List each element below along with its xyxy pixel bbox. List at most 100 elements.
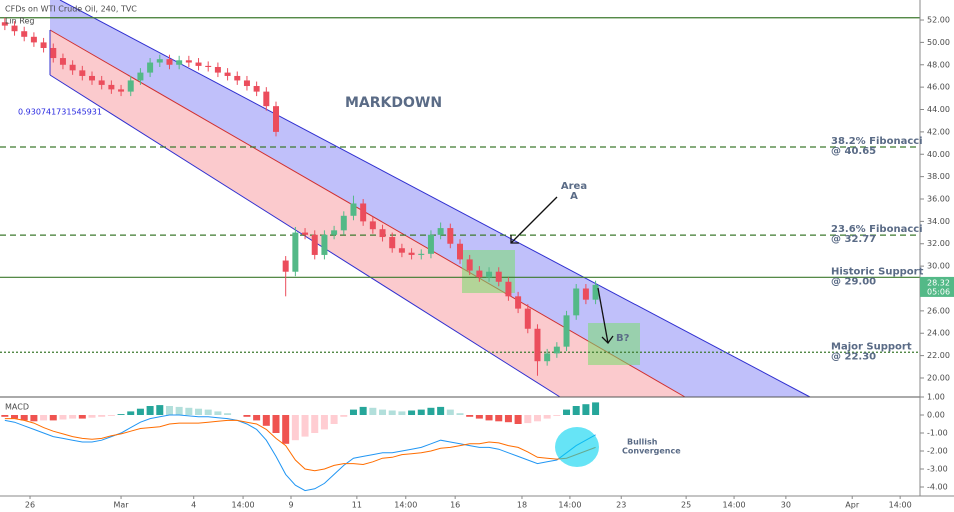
candle-body [524,308,531,329]
area-box [588,323,640,365]
candle-body [50,47,57,59]
candle-body [98,80,105,85]
annotation: Convergence [622,447,681,456]
candle-body [1,22,8,26]
candle-body [563,315,570,347]
histogram-bar [59,415,67,420]
level-label: @ 32.77 [831,234,876,245]
candle-body [398,248,405,253]
y-tick-label: 32.00 [927,239,950,248]
x-tick-label: 30 [781,501,791,510]
histogram-bar [533,415,541,422]
candle-body [224,72,231,76]
candle-body [11,25,18,32]
histogram-bar [572,406,580,415]
histogram-bar [146,406,154,415]
y-tick-label: 26.00 [927,306,950,315]
candle-body [147,62,154,73]
x-tick-label: 11 [352,501,362,510]
y-tick-label: 44.00 [927,105,950,114]
candle-body [437,228,444,235]
x-tick-label: 14:00 [394,501,417,510]
y-tick-label: 48.00 [927,60,950,69]
candle-body [205,65,212,68]
histogram-bar [379,409,387,415]
y-tick-label: -4.00 [927,483,948,492]
pane-title: MACD [5,403,29,412]
histogram-bar [156,405,164,415]
histogram-bar [204,409,212,415]
candle-body [234,75,241,81]
y-tick-label: 22.00 [927,351,950,360]
histogram-bar [369,407,377,415]
candle-body [166,59,173,65]
candle-body [321,234,328,255]
histogram-bar [330,415,338,424]
candle-body [282,260,289,272]
histogram-bar [437,406,445,415]
histogram-bar [69,415,77,419]
channel-top-line [59,0,811,398]
candle-body [582,288,589,300]
histogram-bar [224,413,232,415]
candle-body [263,91,270,107]
histogram-bar [127,411,135,415]
candle-body [544,353,551,362]
candle-body [311,234,318,255]
histogram-bar [291,415,299,441]
candle-body [495,271,502,282]
level-label: Historic Support [831,266,924,277]
y-tick-label: -1.00 [927,429,948,438]
histogram-bar [359,406,367,415]
level-label: 38.2% Fibonacci [831,136,923,147]
histogram-bar [165,406,173,415]
candle-body [176,60,183,65]
annotation: A [570,191,578,202]
price-tag-value: 28.32 [927,278,950,287]
candle-body [350,203,357,216]
y-tick-label: 30.00 [927,262,950,271]
y-tick-label: -2.00 [927,447,948,456]
x-tick-label: 25 [681,501,691,510]
histogram-bar [408,410,416,415]
y-tick-label: -3.00 [927,465,948,474]
histogram-bar [98,415,106,417]
histogram-bar [553,415,561,416]
histogram-bar [195,408,203,415]
annotation: Area [561,181,587,192]
arrow-head [601,335,614,345]
y-tick-label: 52.00 [927,16,950,25]
candle-body [118,89,125,92]
histogram-bar [78,415,86,419]
histogram-bar [495,415,503,422]
x-tick-label: Apr [845,501,860,510]
candle-body [389,237,396,249]
x-tick-label: 26 [25,501,35,510]
y-tick-label: 50.00 [927,38,950,47]
histogram-bar [514,415,522,424]
candle-body [79,70,86,76]
candle-body [69,64,76,71]
histogram-bar [456,413,464,415]
candle-body [195,62,202,66]
candle-body [340,215,347,231]
arrow [597,287,609,344]
candle-body [40,42,47,48]
histogram-bar [398,411,406,415]
histogram-bar [475,415,483,419]
candle-body [59,58,66,65]
candle-body [573,288,580,316]
candle-body [21,31,28,37]
macd-line [4,414,596,492]
histogram-bar [543,415,551,419]
x-tick-label: 18 [517,501,527,510]
y-tick-label: 36.00 [927,195,950,204]
candle-body [369,221,376,230]
arrow-head [510,235,519,244]
histogram-bar [340,415,348,417]
price-tag [920,276,954,297]
histogram-bar [272,415,280,433]
y-tick-label: 24.00 [927,329,950,338]
